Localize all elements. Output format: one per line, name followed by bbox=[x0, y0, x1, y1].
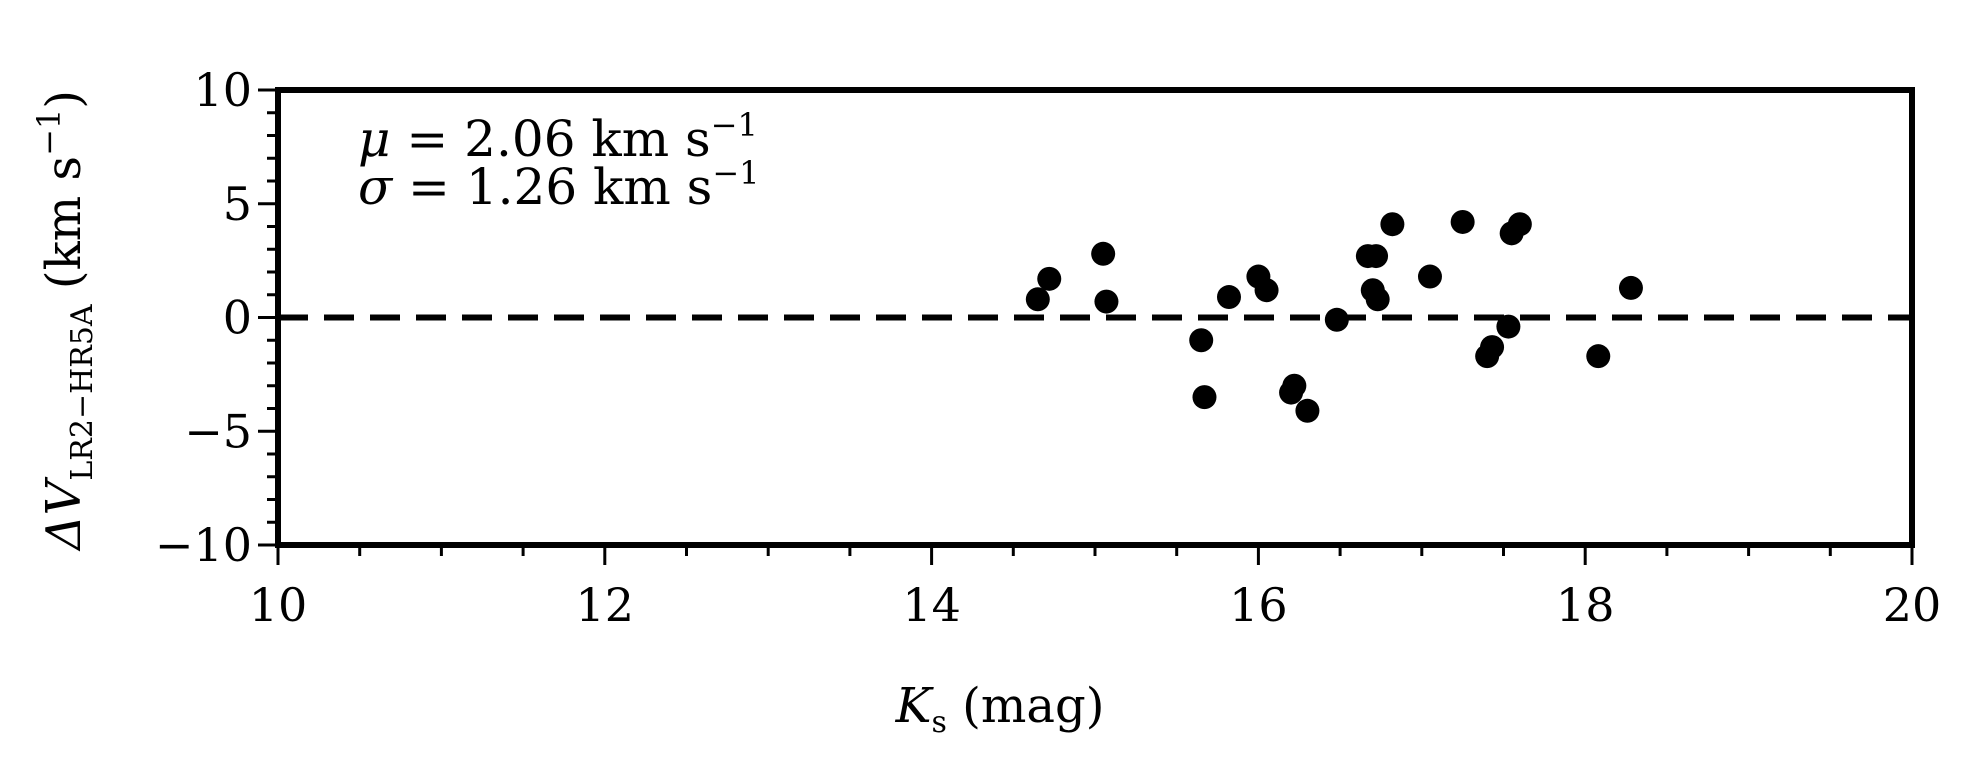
data-point bbox=[1618, 275, 1643, 300]
data-point bbox=[1365, 287, 1390, 312]
data-points bbox=[1025, 209, 1643, 423]
y-axis-title-rest: (km s bbox=[36, 156, 92, 304]
x-axis-title-rest: (mag) bbox=[947, 678, 1105, 734]
plot-frame bbox=[275, 87, 1915, 548]
data-point bbox=[1507, 212, 1532, 237]
y-axis-title-main: ΔV bbox=[36, 476, 92, 552]
data-point bbox=[1324, 307, 1349, 332]
data-point bbox=[1380, 212, 1405, 237]
y-tick-label: 0 bbox=[223, 291, 252, 345]
mean-unit-exponent: −1 bbox=[711, 106, 758, 144]
data-point bbox=[1282, 373, 1307, 398]
data-point bbox=[1496, 314, 1521, 339]
data-point bbox=[1025, 287, 1050, 312]
y-axis-title-close: ) bbox=[36, 90, 92, 109]
data-point bbox=[1450, 209, 1475, 234]
y-tick-label: 5 bbox=[223, 177, 252, 231]
x-tick-labels: 10 12 14 16 18 20 bbox=[249, 578, 1942, 632]
sigma-text: = 1.26 km s bbox=[392, 158, 712, 216]
data-point bbox=[1295, 398, 1320, 423]
data-point bbox=[1189, 328, 1214, 353]
data-point bbox=[1254, 278, 1279, 303]
y-tick-label: 10 bbox=[193, 63, 252, 117]
x-tick-label: 16 bbox=[1229, 578, 1288, 632]
y-tick-label: −5 bbox=[184, 404, 252, 458]
data-point bbox=[1586, 344, 1611, 369]
y-axis-title: ΔVLR2−HR5A (km s−1) bbox=[30, 90, 100, 552]
x-axis-title: Ks (mag) bbox=[895, 678, 1105, 740]
data-point bbox=[1094, 289, 1119, 314]
y-axis-title-subscript: LR2−HR5A bbox=[65, 304, 100, 481]
x-tick-label: 10 bbox=[249, 578, 308, 632]
data-point bbox=[1364, 244, 1389, 269]
mean-text: = 2.06 km s bbox=[391, 110, 711, 168]
mean-annotation: μ = 2.06 km s−1 bbox=[358, 106, 758, 168]
mean-symbol: μ bbox=[358, 110, 391, 168]
sigma-annotation: σ = 1.26 km s−1 bbox=[358, 154, 759, 216]
data-point bbox=[1037, 266, 1062, 291]
y-axis-title-exponent: −1 bbox=[30, 109, 68, 156]
x-tick-label: 14 bbox=[902, 578, 961, 632]
sigma-symbol: σ bbox=[358, 158, 394, 216]
data-point bbox=[1480, 335, 1505, 360]
x-tick-label: 20 bbox=[1883, 578, 1942, 632]
x-axis-title-subscript: s bbox=[931, 705, 946, 740]
data-point bbox=[1216, 285, 1241, 310]
x-tick-label: 18 bbox=[1556, 578, 1615, 632]
y-tick-label: −10 bbox=[155, 518, 252, 572]
x-axis-title-main: K bbox=[895, 678, 935, 734]
data-point bbox=[1192, 385, 1217, 410]
sigma-unit-exponent: −1 bbox=[712, 154, 759, 192]
y-tick-labels: 10 5 0 −5 −10 bbox=[155, 63, 252, 572]
x-tick-label: 12 bbox=[576, 578, 635, 632]
data-point bbox=[1091, 241, 1116, 266]
data-point bbox=[1417, 264, 1442, 289]
